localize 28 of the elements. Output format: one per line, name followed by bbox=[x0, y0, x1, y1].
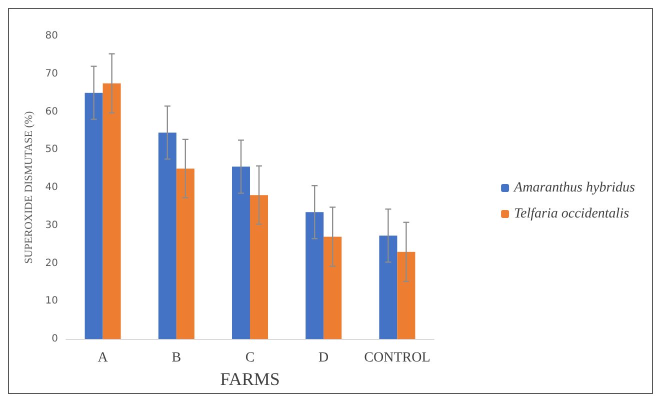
y-tick-label: 40 bbox=[45, 182, 58, 193]
y-tick-label: 10 bbox=[45, 296, 58, 307]
bar bbox=[102, 83, 121, 339]
x-tick-label: A bbox=[98, 350, 109, 366]
bar bbox=[158, 132, 176, 339]
y-tick-label: 60 bbox=[45, 106, 58, 118]
legend-label: Telfaria occidentalis bbox=[514, 206, 630, 222]
bar bbox=[324, 236, 342, 339]
bar bbox=[306, 212, 324, 339]
y-tick-label: 20 bbox=[45, 258, 58, 269]
bar bbox=[250, 195, 268, 339]
y-tick-label: 50 bbox=[45, 144, 58, 156]
x-axis-title: FARMS bbox=[220, 368, 280, 389]
y-tick-label: 70 bbox=[45, 68, 58, 80]
x-tick-label: B bbox=[172, 350, 182, 366]
bar bbox=[84, 92, 103, 339]
x-tick-label: CONTROL bbox=[364, 350, 430, 366]
legend-label: Amaranthus hybridus bbox=[513, 180, 636, 196]
x-tick-label: D bbox=[318, 350, 329, 366]
bar bbox=[232, 166, 250, 339]
y-tick-label: 0 bbox=[52, 334, 58, 344]
bar bbox=[176, 168, 194, 339]
x-tick-label: C bbox=[245, 350, 255, 366]
y-tick-label: 80 bbox=[45, 30, 58, 42]
bar bbox=[379, 236, 398, 339]
y-tick-label: 30 bbox=[45, 220, 58, 231]
bar bbox=[397, 252, 416, 339]
y-axis-title: SUPEROXIDE DISMUTASE (%) bbox=[22, 110, 35, 264]
